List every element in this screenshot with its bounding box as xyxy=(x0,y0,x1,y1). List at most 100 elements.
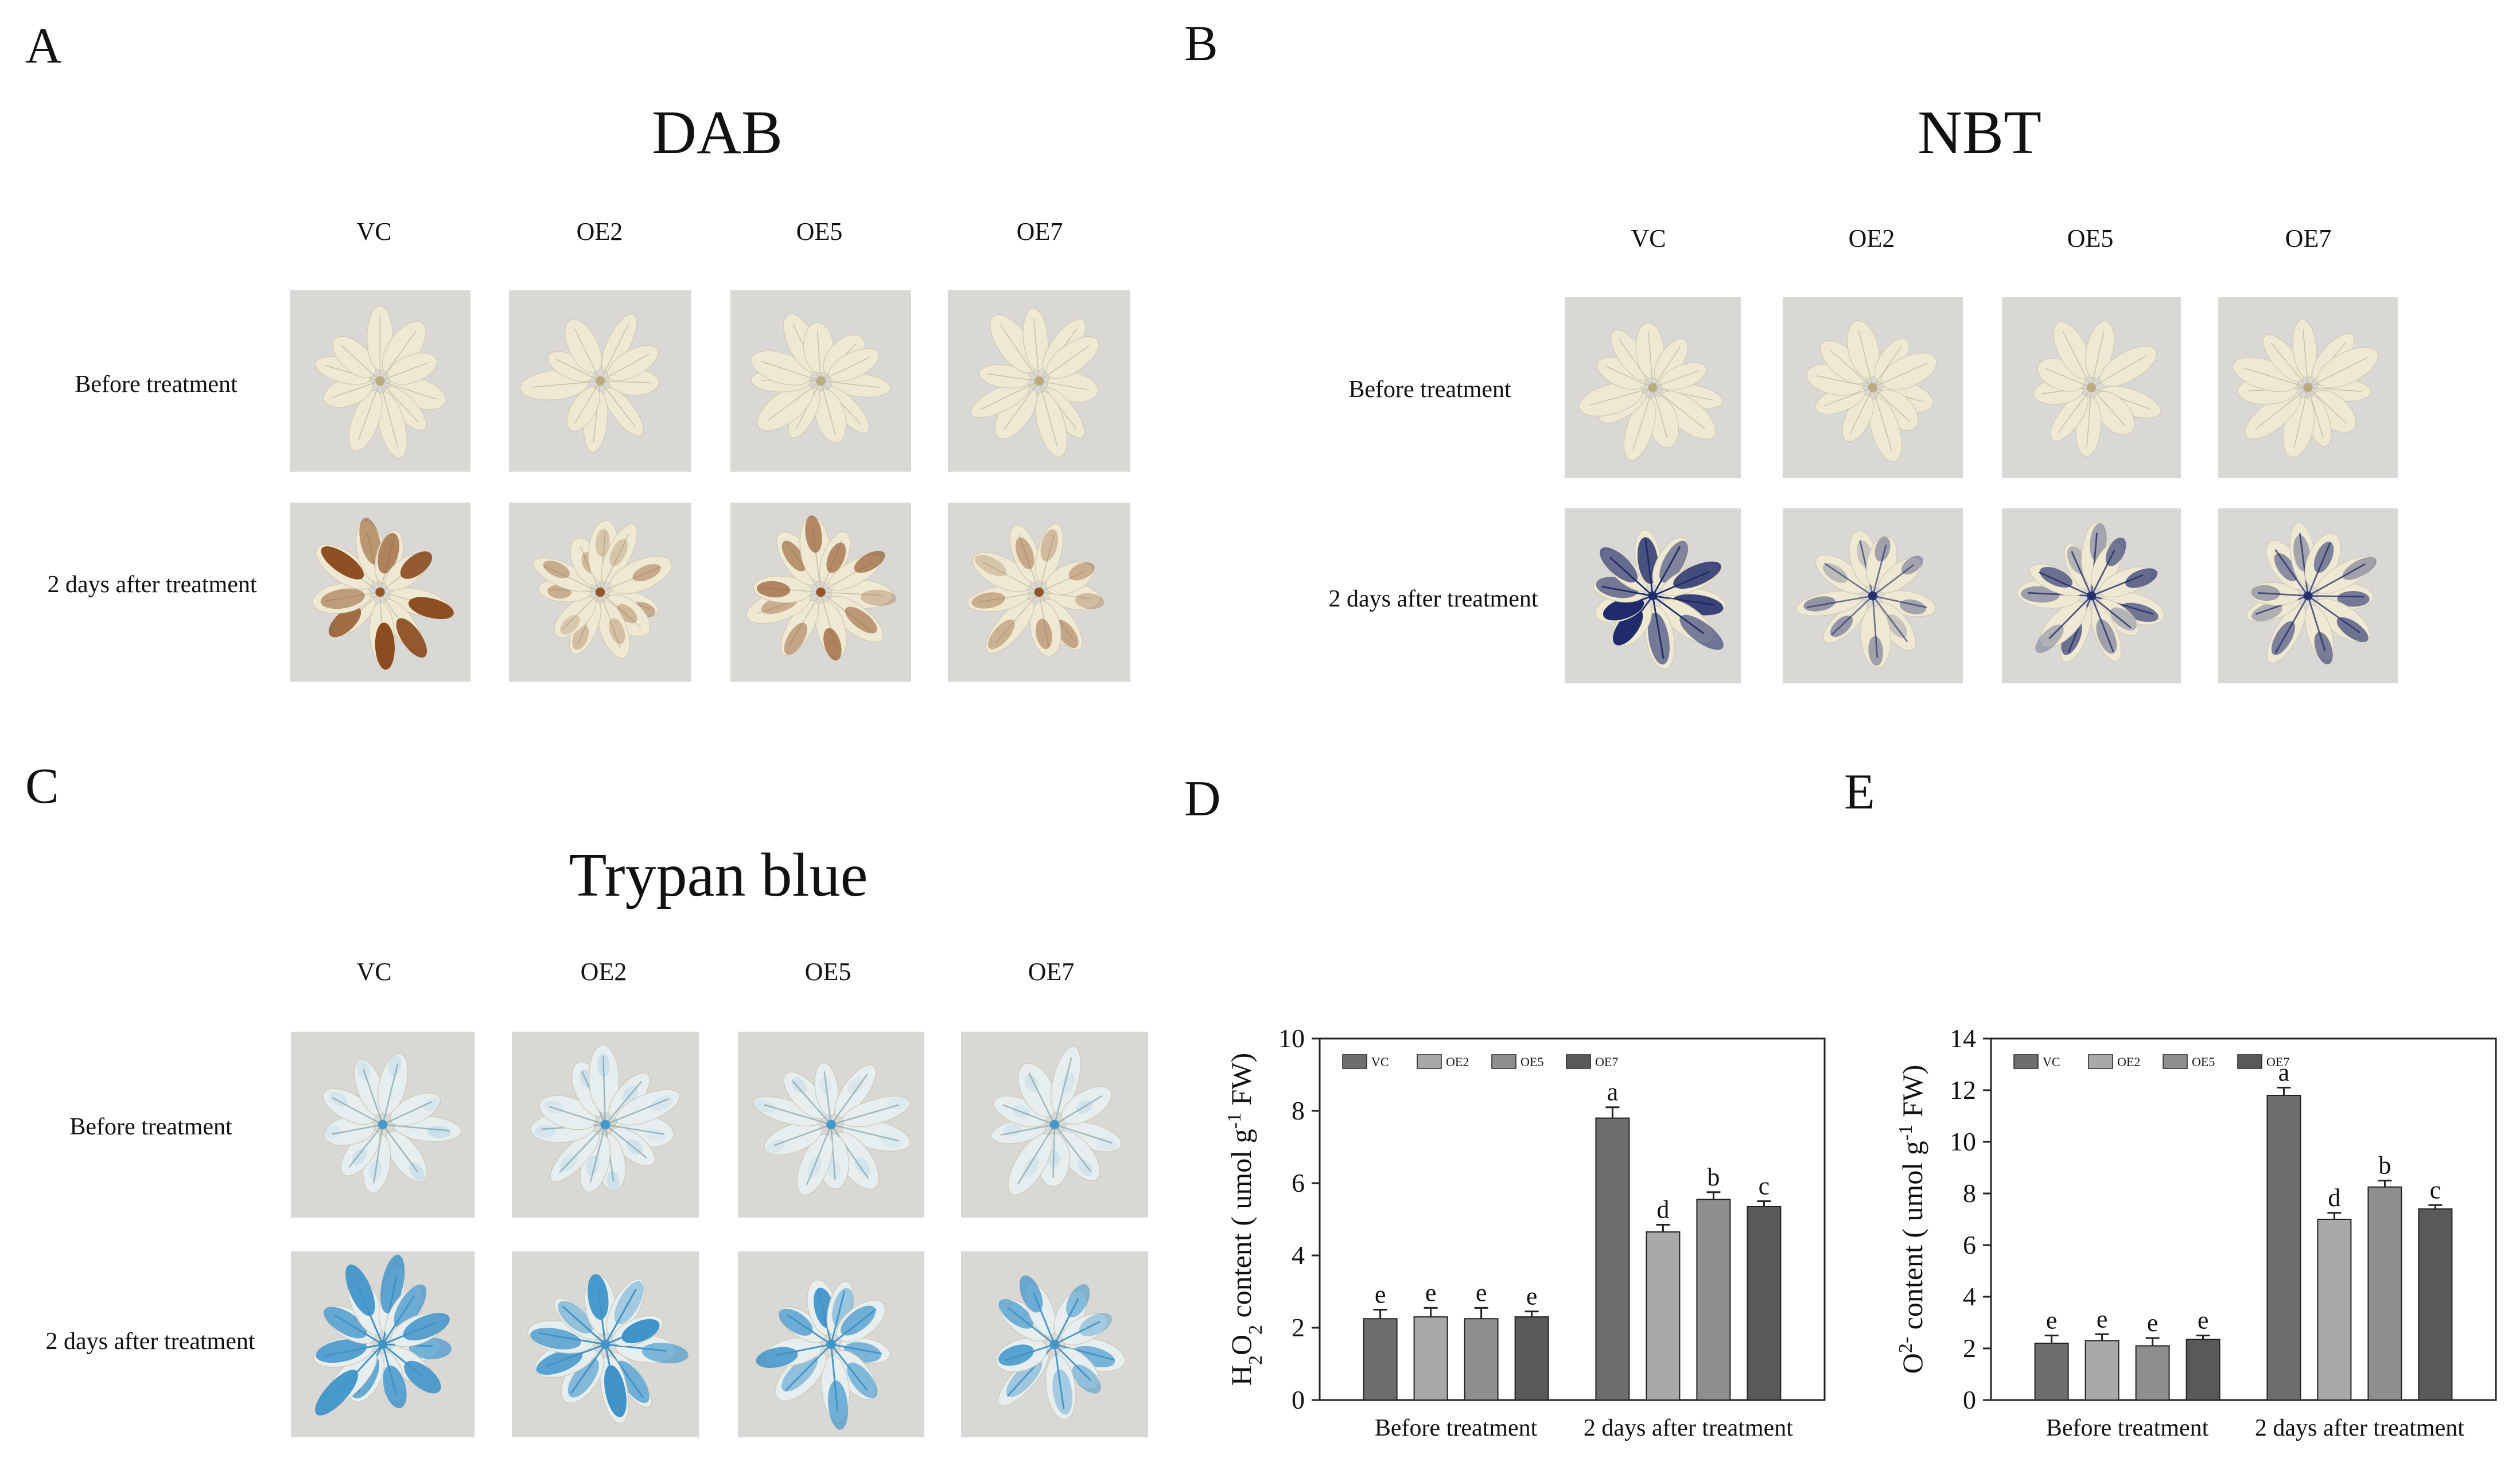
legend-swatch-oe5 xyxy=(1491,1054,1516,1069)
x-category-label: Before treatment xyxy=(2046,1415,2209,1441)
column-label-oe2: OE2 xyxy=(1848,224,1895,252)
significance-letter: e xyxy=(1425,1278,1437,1307)
photo-dab-oe7-after xyxy=(948,503,1130,682)
bar-vc xyxy=(1363,1318,1398,1401)
y-tick-label: 4 xyxy=(1963,1282,1976,1311)
y-tick-label: 8 xyxy=(1292,1096,1305,1125)
bar-oe5 xyxy=(1464,1318,1499,1401)
column-label-oe5: OE5 xyxy=(2067,224,2114,252)
photo-dab-vc-after xyxy=(290,503,470,682)
x-category-label: 2 days after treatment xyxy=(2255,1415,2464,1441)
legend-swatch-oe7 xyxy=(1566,1054,1591,1069)
photo-nbt-oe2-after xyxy=(1783,508,1963,683)
row-label-before-treatment: Before treatment xyxy=(1348,376,1511,403)
photo-trypan-vc-after xyxy=(291,1251,475,1437)
legend-label-oe5: OE5 xyxy=(1520,1055,1543,1069)
row-label-before-treatment: Before treatment xyxy=(69,1114,232,1140)
column-label-oe7: OE7 xyxy=(2285,224,2332,252)
photo-trypan-oe7-before xyxy=(961,1032,1148,1218)
rosette-illustration xyxy=(290,503,470,682)
photo-trypan-vc-before xyxy=(291,1032,475,1218)
column-label-oe7: OE7 xyxy=(1028,958,1075,986)
rosette-illustration xyxy=(730,503,911,682)
column-label-oe2: OE2 xyxy=(580,958,627,986)
y-tick-label: 0 xyxy=(1963,1385,1976,1414)
significance-letter: e xyxy=(2046,1307,2058,1335)
photo-trypan-oe2-after xyxy=(512,1251,699,1437)
rosette-illustration xyxy=(2002,508,2181,683)
bar-oe5 xyxy=(2135,1345,2170,1401)
y-tick-label: 8 xyxy=(1963,1179,1976,1208)
photo-nbt-oe2-before xyxy=(1783,297,1963,478)
legend-label-vc: VC xyxy=(1371,1055,1389,1069)
photo-trypan-oe5-before xyxy=(738,1032,924,1218)
column-label-oe7: OE7 xyxy=(1016,217,1063,246)
row-label-2-days-after: 2 days after treatment xyxy=(1328,586,1538,612)
panel-title-nbt: NBT xyxy=(1918,99,2041,167)
bar-vc xyxy=(2266,1095,2301,1401)
row-label-before-treatment: Before treatment xyxy=(75,371,238,398)
significance-letter: e xyxy=(2198,1307,2209,1335)
significance-letter: c xyxy=(2430,1176,2441,1204)
significance-letter: d xyxy=(1656,1195,1669,1223)
rosette-illustration xyxy=(1565,297,1741,478)
rosette-illustration xyxy=(291,1251,475,1437)
rosette-illustration xyxy=(961,1251,1148,1437)
significance-letter: c xyxy=(1759,1172,1770,1200)
y-tick-label: 14 xyxy=(1950,1024,1976,1053)
legend-label-oe2: OE2 xyxy=(1446,1055,1469,1069)
legend-label-oe7: OE7 xyxy=(2266,1055,2289,1069)
panel-title-trypan-blue: Trypan blue xyxy=(569,841,868,909)
significance-letter: e xyxy=(1526,1282,1538,1311)
significance-letter: b xyxy=(1707,1163,1720,1191)
significance-letter: d xyxy=(2328,1184,2340,1212)
panel-letter-b: B xyxy=(1184,16,1218,72)
photo-dab-oe2-after xyxy=(509,503,691,682)
legend-swatch-oe7 xyxy=(2237,1054,2262,1069)
y-tick-label: 10 xyxy=(1950,1127,1976,1156)
bar-vc xyxy=(2034,1343,2069,1401)
bar-oe2 xyxy=(1413,1316,1448,1401)
bar-oe7 xyxy=(1514,1316,1549,1401)
y-tick-label: 10 xyxy=(1278,1024,1305,1053)
rosette-illustration xyxy=(2218,297,2398,478)
y-tick-label: 12 xyxy=(1950,1075,1976,1105)
significance-letter: e xyxy=(2097,1305,2108,1333)
bar-oe7 xyxy=(1747,1206,1782,1401)
row-label-2-days-after: 2 days after treatment xyxy=(47,571,257,598)
photo-dab-oe2-before xyxy=(509,290,691,472)
photo-dab-vc-before xyxy=(290,290,470,472)
photo-nbt-oe7-after xyxy=(2218,508,2398,683)
rosette-illustration xyxy=(2218,508,2398,683)
rosette-illustration xyxy=(1783,297,1963,478)
rosette-illustration xyxy=(738,1032,924,1218)
panel-letter-d: D xyxy=(1184,771,1221,827)
legend-label-oe2: OE2 xyxy=(2117,1055,2140,1069)
rosette-illustration xyxy=(291,1032,475,1218)
y-axis-label: H2O2 content ( umol g-1 FW) xyxy=(1224,1053,1266,1386)
x-category-label: Before treatment xyxy=(1375,1415,1538,1441)
panel-letter-c: C xyxy=(25,759,59,814)
photo-nbt-vc-before xyxy=(1565,297,1741,478)
rosette-illustration xyxy=(738,1251,924,1437)
legend-swatch-vc xyxy=(2013,1054,2039,1069)
column-label-vc: VC xyxy=(356,217,392,246)
photo-nbt-oe5-after xyxy=(2002,508,2181,683)
rosette-illustration xyxy=(730,290,911,472)
significance-letter: e xyxy=(1375,1281,1386,1309)
rosette-illustration xyxy=(948,290,1130,472)
bar-oe7 xyxy=(2418,1208,2453,1401)
photo-dab-oe5-after xyxy=(730,503,911,682)
significance-letter: a xyxy=(2278,1059,2290,1087)
plot-frame xyxy=(1990,1037,2497,1401)
legend-swatch-oe2 xyxy=(2088,1054,2113,1069)
chart-h2o2-content: 0 2 4 6 8 10 H2O2 content ( umol g-1 FW) e e e e Be… xyxy=(1205,1021,1836,1457)
rosette-illustration xyxy=(2002,297,2181,478)
chart-o2-content: 0 2 4 6 8 10 12 14 O2- content ( umol g-1 FW) e e e… xyxy=(1876,1021,2507,1457)
significance-letter: b xyxy=(2378,1152,2391,1180)
panel-letter-e: E xyxy=(1844,764,1875,820)
bar-oe2 xyxy=(2085,1340,2120,1401)
bar-oe2 xyxy=(2317,1219,2352,1401)
y-tick-label: 6 xyxy=(1292,1168,1305,1197)
photo-dab-oe5-before xyxy=(730,290,911,472)
